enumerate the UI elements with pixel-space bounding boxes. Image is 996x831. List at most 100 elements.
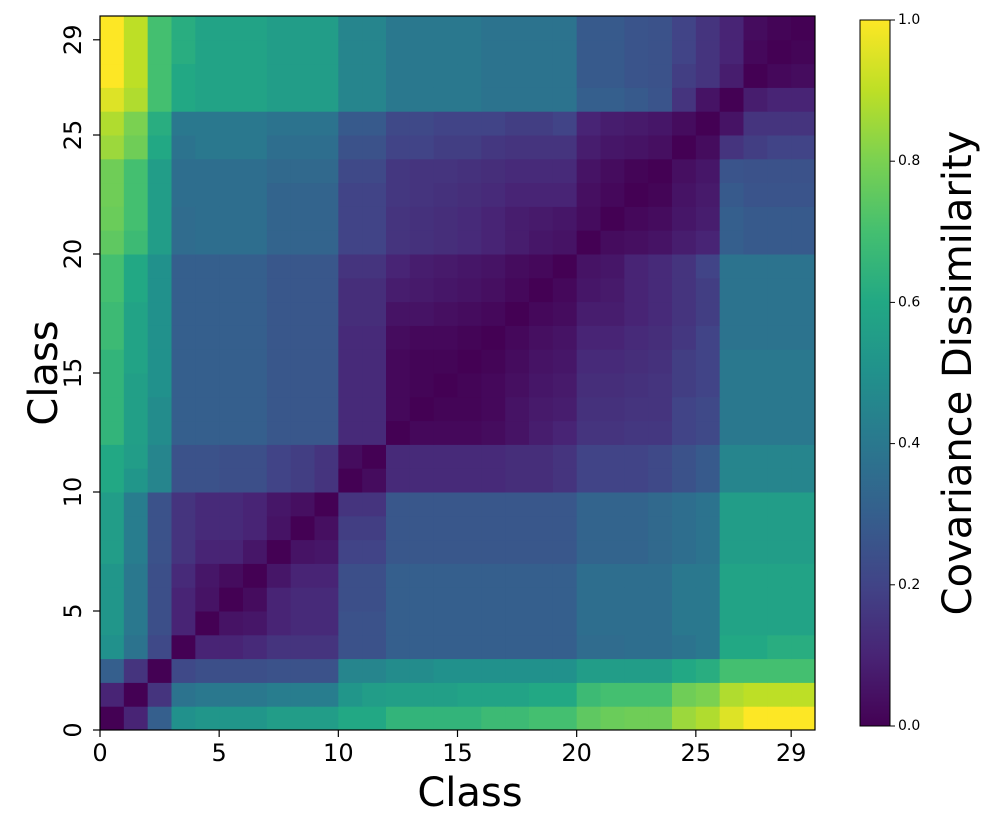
heatmap-cell <box>648 277 673 303</box>
x-tick-label: 20 <box>561 739 592 767</box>
heatmap-cell <box>648 396 673 422</box>
heatmap-cell <box>743 301 768 326</box>
heatmap-cell <box>505 206 530 231</box>
heatmap-cell <box>314 277 339 303</box>
heatmap-cell <box>147 587 172 612</box>
heatmap-cell <box>409 39 435 65</box>
heatmap-cell <box>266 158 292 184</box>
heatmap-cell <box>695 254 721 279</box>
heatmap-cell <box>195 515 220 541</box>
heatmap-cell <box>719 634 744 660</box>
heatmap-cell <box>290 16 315 41</box>
heatmap-cell <box>100 87 125 112</box>
heatmap-cell <box>695 301 721 326</box>
heatmap-cell <box>386 515 411 541</box>
heatmap-cell <box>505 539 530 564</box>
heatmap-cell <box>767 658 792 683</box>
heatmap-cell <box>529 301 554 326</box>
heatmap-cell <box>576 349 601 374</box>
heatmap-cell <box>171 539 196 564</box>
heatmap-cell <box>600 39 625 65</box>
colorbar-tick-label: 1.0 <box>898 12 920 28</box>
heatmap-cell <box>338 349 363 374</box>
heatmap-cell <box>743 39 768 65</box>
heatmap-cell <box>457 682 482 707</box>
heatmap-cell <box>767 277 792 303</box>
heatmap-cell <box>576 230 601 255</box>
heatmap-cell <box>791 206 816 231</box>
heatmap-cell <box>600 206 625 231</box>
heatmap-cell <box>386 611 411 636</box>
heatmap-cell <box>290 420 315 445</box>
colorbar-label: Covariance Dissimilarity <box>935 131 981 616</box>
heatmap-cell <box>600 492 625 517</box>
heatmap-cell <box>171 87 196 112</box>
heatmap-cell <box>290 563 315 588</box>
heatmap-cell <box>100 230 125 255</box>
heatmap-cell <box>409 658 435 683</box>
heatmap-cell <box>529 277 554 303</box>
heatmap-cell <box>147 16 172 41</box>
heatmap-cell <box>314 682 339 707</box>
heatmap-cell <box>219 158 244 184</box>
heatmap-cell <box>171 611 196 636</box>
heatmap-cell <box>314 158 339 184</box>
heatmap-cell <box>457 158 482 184</box>
heatmap-cell <box>719 206 744 231</box>
heatmap-cell <box>147 611 172 636</box>
heatmap-cell <box>648 254 673 279</box>
heatmap-cell <box>743 444 768 469</box>
heatmap-cell <box>290 444 315 469</box>
heatmap-cell <box>791 301 816 326</box>
heatmap-cell <box>147 706 172 731</box>
heatmap-cell <box>624 658 649 683</box>
heatmap-cell <box>481 468 506 493</box>
heatmap-cell <box>791 492 816 517</box>
heatmap-cell <box>147 39 172 65</box>
heatmap-cell <box>600 611 625 636</box>
heatmap-cell <box>243 492 268 517</box>
heatmap-cell <box>457 39 482 65</box>
heatmap-cell <box>171 277 196 303</box>
heatmap-cell <box>600 301 625 326</box>
heatmap-cell <box>529 515 554 541</box>
heatmap-cell <box>100 39 125 65</box>
heatmap-cell <box>648 682 673 707</box>
heatmap-cell <box>552 468 578 493</box>
heatmap-cell <box>100 563 125 588</box>
heatmap-cell <box>481 16 506 41</box>
heatmap-cell <box>457 87 482 112</box>
heatmap-cell <box>481 111 506 136</box>
heatmap-cell <box>767 634 792 660</box>
heatmap-cell <box>767 158 792 184</box>
heatmap-cell <box>695 587 721 612</box>
heatmap-cell <box>362 182 387 207</box>
heatmap-cell <box>743 706 768 731</box>
heatmap-cell <box>433 373 458 398</box>
heatmap-cell <box>386 373 411 398</box>
heatmap-cell <box>791 135 816 160</box>
heatmap-cell <box>266 16 292 41</box>
heatmap-cell <box>695 230 721 255</box>
heatmap-cell <box>195 16 220 41</box>
heatmap-cell <box>266 87 292 112</box>
y-tick-label: 25 <box>59 120 87 151</box>
heatmap-cell <box>457 444 482 469</box>
heatmap-cell <box>624 539 649 564</box>
heatmap-cell <box>529 158 554 184</box>
heatmap-cell <box>791 373 816 398</box>
heatmap-cell <box>386 206 411 231</box>
heatmap-cell <box>386 63 411 88</box>
heatmap-cell <box>171 515 196 541</box>
heatmap-cell <box>266 301 292 326</box>
heatmap-cell <box>314 658 339 683</box>
heatmap-cell <box>791 254 816 279</box>
heatmap-cell <box>505 254 530 279</box>
heatmap-cell <box>266 206 292 231</box>
heatmap-cell <box>338 658 363 683</box>
heatmap-cell <box>123 111 149 136</box>
heatmap-cell <box>505 87 530 112</box>
heatmap-cell <box>719 16 744 41</box>
heatmap-cell <box>362 539 387 564</box>
heatmap-cell <box>457 111 482 136</box>
